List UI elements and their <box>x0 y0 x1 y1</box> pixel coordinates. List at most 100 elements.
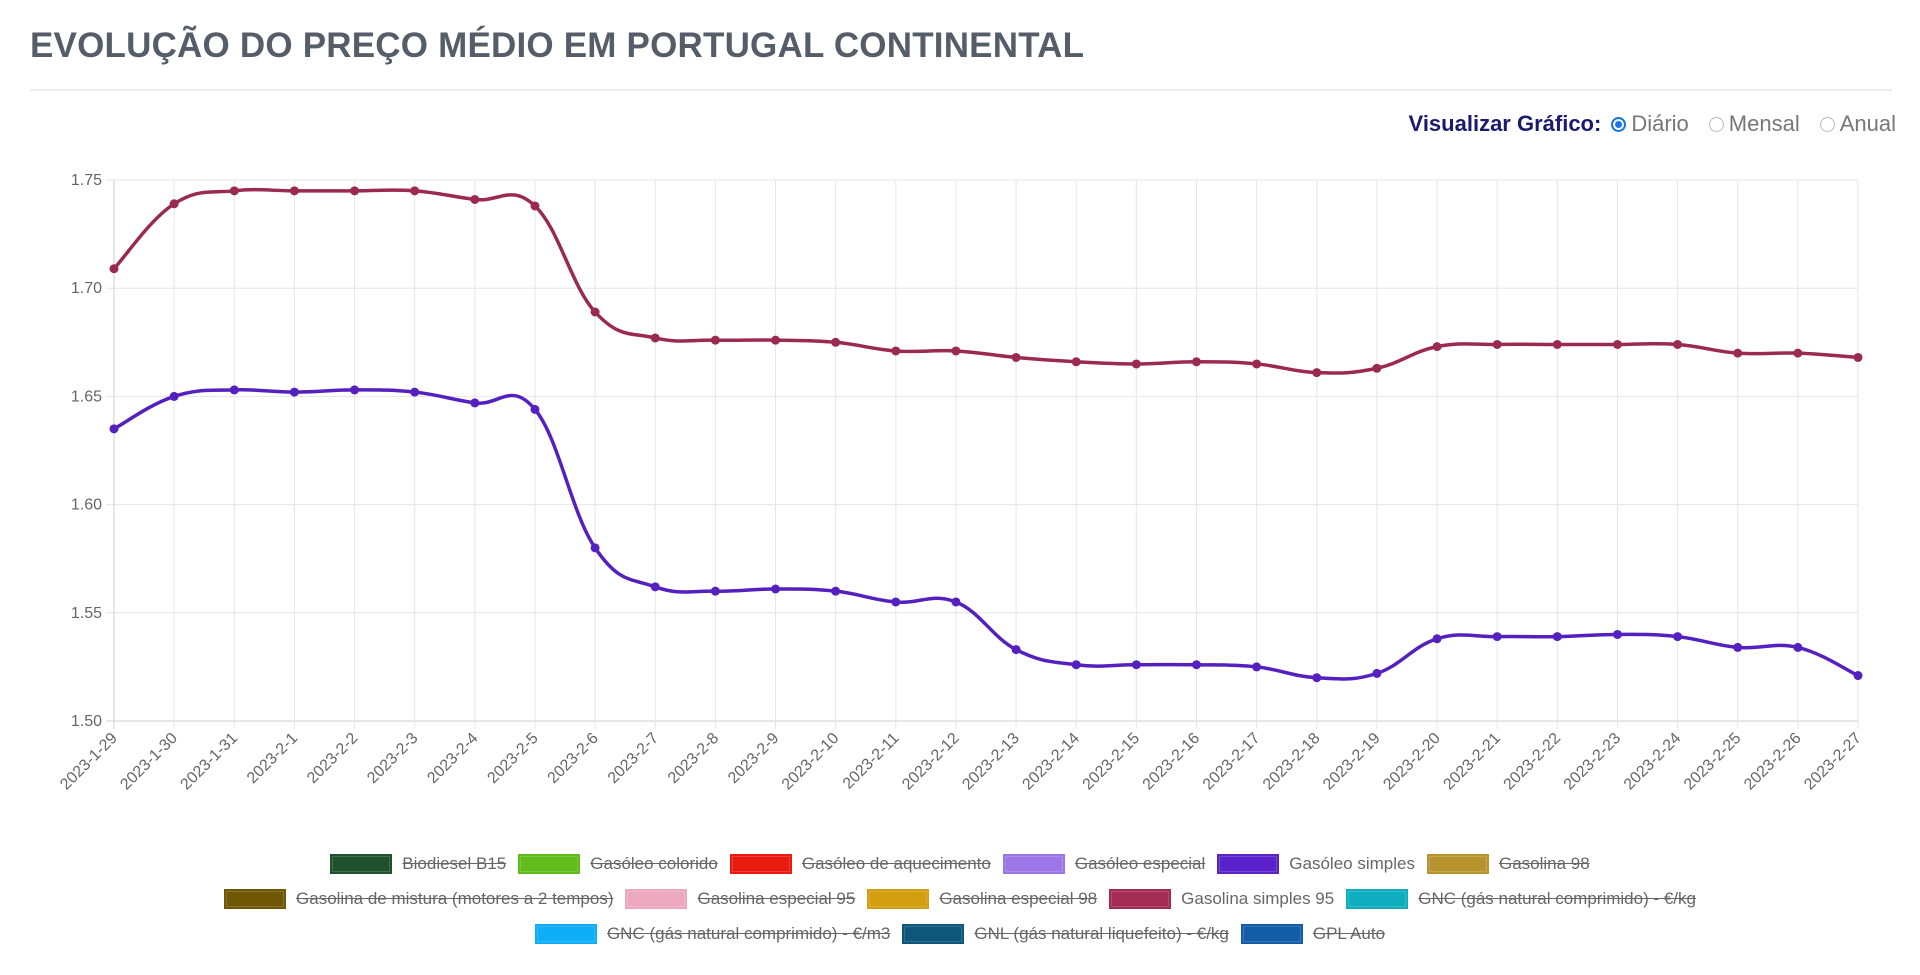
legend-swatch <box>1346 888 1409 909</box>
x-tick-label: 2023-1-30 <box>117 730 181 794</box>
radio-anual[interactable]: Anual <box>1819 111 1896 137</box>
data-point <box>289 387 299 397</box>
legend-swatch <box>867 888 930 909</box>
radio-button-icon[interactable] <box>1819 116 1835 132</box>
data-point <box>771 335 781 345</box>
x-tick-label: 2023-2-2 <box>304 730 361 787</box>
data-point <box>951 597 961 607</box>
data-point <box>831 337 841 347</box>
price-line-chart: 1.501.551.601.651.701.752023-1-292023-1-… <box>57 172 1865 794</box>
legend-item[interactable]: Gasolina especial 95 <box>625 888 856 909</box>
x-tick-label: 2023-2-13 <box>959 730 1023 794</box>
x-tick-label: 2023-2-17 <box>1200 730 1264 794</box>
data-point <box>1011 645 1021 655</box>
legend-item[interactable]: Gasolina simples 95 <box>1109 888 1334 909</box>
legend-item[interactable]: GPL Auto <box>1240 923 1385 944</box>
data-point <box>710 335 720 345</box>
title-divider <box>30 89 1892 91</box>
legend-row: GNC (gás natural comprimido) - €/m3 GNL (… <box>0 916 1920 951</box>
radio-mensal[interactable]: Mensal <box>1708 111 1800 137</box>
legend-item[interactable]: Gasolina de mistura (motores a 2 tempos) <box>224 888 614 909</box>
legend-swatch <box>729 853 792 874</box>
data-point <box>1552 632 1562 642</box>
data-point <box>1071 357 1081 367</box>
legend-item[interactable]: GNC (gás natural comprimido) - €/m3 <box>534 923 890 944</box>
legend-label: Gasolina de mistura (motores a 2 tempos) <box>296 888 614 908</box>
x-tick-label: 2023-2-19 <box>1320 730 1384 794</box>
data-point <box>831 586 841 596</box>
legend-item[interactable]: Gasolina especial 98 <box>867 888 1097 909</box>
x-tick-label: 2023-2-11 <box>840 730 903 793</box>
legend-label: Gasolina 98 <box>1498 853 1590 873</box>
data-point <box>1673 339 1683 349</box>
legend-item[interactable]: Gasóleo simples <box>1217 853 1415 874</box>
legend-row: Gasolina de mistura (motores a 2 tempos)… <box>0 881 1920 916</box>
data-point <box>1312 368 1322 378</box>
legend-label: Gasóleo colorido <box>590 853 718 873</box>
data-point <box>350 186 360 196</box>
x-tick-label: 2023-2-25 <box>1681 730 1745 794</box>
data-point <box>229 186 239 196</box>
data-point <box>1612 339 1622 349</box>
data-point <box>470 398 480 408</box>
x-tick-label: 2023-2-10 <box>779 730 843 794</box>
data-point <box>951 346 961 356</box>
legend-item[interactable]: GNC (gás natural comprimido) - €/kg <box>1346 888 1696 909</box>
x-tick-label: 2023-2-1 <box>244 730 301 787</box>
x-tick-label: 2023-2-5 <box>484 730 541 787</box>
chart-legend: Biodiesel B15 Gasóleo colorido Gasóleo de … <box>0 846 1920 951</box>
data-point <box>1191 357 1201 367</box>
legend-item[interactable]: Gasóleo colorido <box>518 853 718 874</box>
legend-swatch <box>625 888 688 909</box>
legend-item[interactable]: Gasóleo especial <box>1002 853 1205 874</box>
data-point <box>710 586 720 596</box>
data-point <box>650 582 660 592</box>
legend-item[interactable]: Gasolina 98 <box>1426 853 1590 874</box>
data-point <box>109 424 119 434</box>
data-point <box>891 346 901 356</box>
legend-swatch <box>902 923 965 944</box>
x-tick-label: 2023-2-4 <box>424 730 481 787</box>
legend-swatch <box>1109 888 1172 909</box>
data-point <box>650 333 660 343</box>
x-tick-label: 2023-2-12 <box>899 730 963 794</box>
y-tick-label: 1.75 <box>71 172 102 189</box>
view-selector: Visualizar Gráfico: Diário Mensal Anual <box>1409 111 1896 137</box>
legend-item[interactable]: Biodiesel B15 <box>330 853 506 874</box>
data-point <box>169 391 179 401</box>
radio-button-icon[interactable] <box>1611 116 1627 132</box>
x-tick-label: 2023-1-31 <box>177 730 241 794</box>
legend-item[interactable]: GNL (gás natural liquefeito) - €/kg <box>902 923 1229 944</box>
data-point <box>1071 660 1081 670</box>
legend-swatch <box>1217 853 1280 874</box>
data-point <box>1612 629 1622 639</box>
legend-swatch <box>224 888 287 909</box>
data-point <box>1853 352 1863 362</box>
data-point <box>1793 642 1803 652</box>
data-point <box>229 385 239 395</box>
data-point <box>1372 363 1382 373</box>
legend-item[interactable]: Gasóleo de aquecimento <box>729 853 991 874</box>
legend-swatch <box>518 853 581 874</box>
data-point <box>109 264 119 274</box>
radio-diario[interactable]: Diário <box>1611 111 1689 137</box>
legend-swatch <box>330 853 393 874</box>
radio-button-icon[interactable] <box>1708 116 1724 132</box>
data-point <box>1131 359 1141 369</box>
data-point <box>410 186 420 196</box>
x-tick-label: 2023-2-27 <box>1801 730 1865 794</box>
legend-label: GNC (gás natural comprimido) - €/kg <box>1418 888 1696 908</box>
data-point <box>1733 348 1743 358</box>
data-point <box>350 385 360 395</box>
x-tick-label: 2023-2-7 <box>605 730 662 787</box>
legend-label: Gasolina especial 95 <box>697 888 856 908</box>
x-tick-label: 2023-2-14 <box>1019 730 1083 794</box>
x-tick-label: 2023-2-18 <box>1260 730 1324 794</box>
data-point <box>1432 342 1442 352</box>
legend-label: GNL (gás natural liquefeito) - €/kg <box>974 923 1229 943</box>
series-line-9 <box>112 187 1859 375</box>
data-point <box>1673 632 1683 642</box>
y-tick-label: 1.60 <box>71 497 102 514</box>
radio-label: Anual <box>1839 111 1896 136</box>
data-point <box>891 597 901 607</box>
